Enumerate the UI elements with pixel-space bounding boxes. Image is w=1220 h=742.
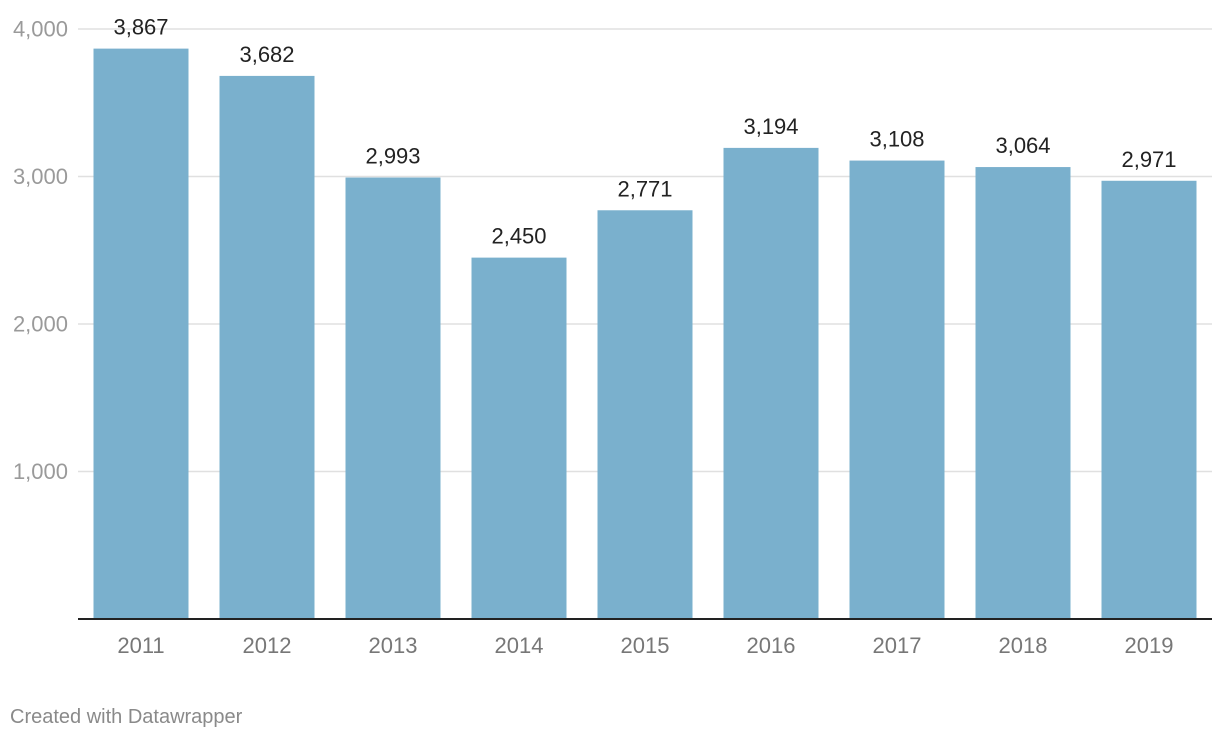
data-label: 2,993 [365, 144, 420, 169]
bar-2013 [345, 177, 441, 619]
data-labels: 3,867 3,682 2,993 2,450 2,771 3,194 3,108 3,064… [113, 15, 1176, 249]
data-label: 2,450 [491, 224, 546, 249]
bar-2015 [597, 210, 693, 619]
data-label: 2,771 [617, 176, 672, 201]
x-tick-label: 2011 [117, 633, 164, 658]
bar-2011 [93, 48, 189, 620]
x-axis-tick-labels: 2011 2012 2013 2014 2015 2016 2017 2018 2019 [117, 633, 1173, 658]
y-axis-tick-labels: 1,000 2,000 3,000 4,000 [13, 17, 68, 485]
x-tick-label: 2018 [999, 633, 1048, 658]
bar-2018 [975, 167, 1071, 619]
y-tick-label: 2,000 [13, 312, 68, 337]
y-tick-label: 3,000 [13, 164, 68, 189]
y-tick-label: 1,000 [13, 459, 68, 484]
data-label: 3,867 [113, 15, 168, 40]
bar-2017 [849, 160, 945, 619]
x-tick-label: 2014 [495, 633, 544, 658]
data-label: 3,194 [743, 114, 798, 139]
x-tick-label: 2019 [1125, 633, 1174, 658]
bars [93, 48, 1197, 620]
x-tick-label: 2013 [369, 633, 418, 658]
data-label: 3,108 [869, 127, 924, 152]
data-label: 2,971 [1121, 147, 1176, 172]
x-tick-label: 2016 [747, 633, 796, 658]
bar-2016 [723, 147, 819, 619]
data-label: 3,682 [239, 42, 294, 67]
x-tick-label: 2012 [243, 633, 292, 658]
bar-2012 [219, 75, 315, 619]
bar-2019 [1101, 180, 1197, 619]
bar-2014 [471, 257, 567, 619]
x-tick-label: 2015 [621, 633, 670, 658]
x-tick-label: 2017 [873, 633, 922, 658]
data-label: 3,064 [995, 133, 1050, 158]
y-tick-label: 4,000 [13, 17, 68, 42]
datawrapper-credit: Created with Datawrapper [10, 706, 243, 728]
bar-chart: 1,000 2,000 3,000 4,000 3,867 3,682 2,993 2,45… [13, 15, 1212, 658]
